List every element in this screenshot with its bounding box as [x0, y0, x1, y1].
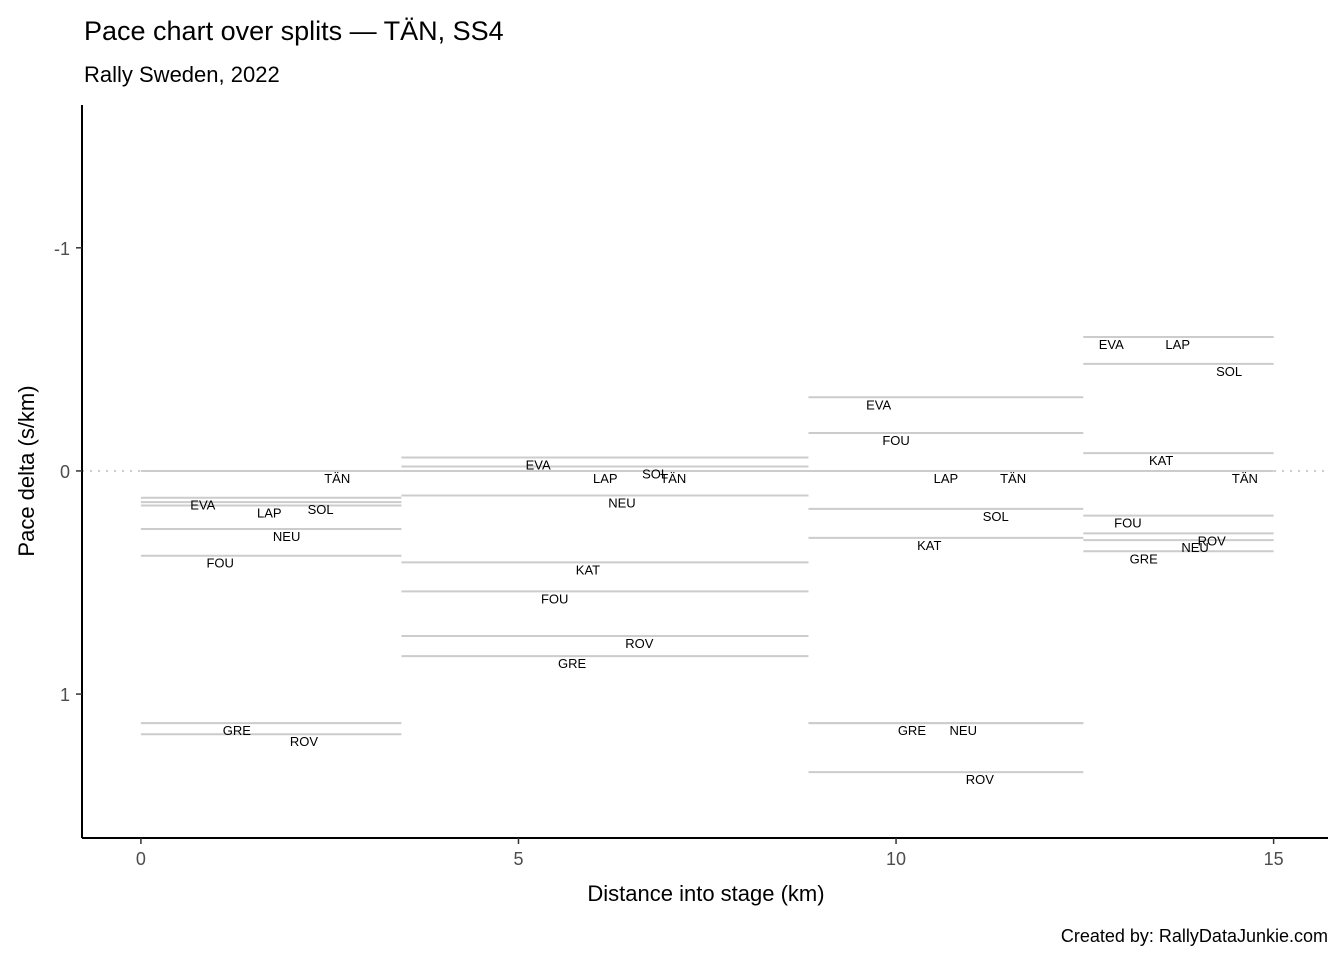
- caption: Created by: RallyDataJunkie.com: [1061, 926, 1328, 946]
- driver-label-eva: EVA: [866, 397, 891, 412]
- y-tick-label: -1: [54, 239, 70, 259]
- x-axis-label: Distance into stage (km): [587, 881, 824, 906]
- driver-label-gre: GRE: [898, 723, 927, 738]
- driver-label-neu: NEU: [608, 495, 635, 510]
- driver-label-sol: SOL: [1216, 364, 1242, 379]
- driver-label-sol: SOL: [308, 502, 334, 517]
- driver-label-rov: ROV: [290, 734, 319, 749]
- driver-label-rov: ROV: [966, 772, 995, 787]
- driver-label-tän: TÄN: [1232, 471, 1258, 486]
- y-axis-label: Pace delta (s/km): [14, 385, 39, 556]
- x-tick-label: 10: [886, 849, 906, 869]
- driver-label-lap: LAP: [593, 471, 618, 486]
- chart-title: Pace chart over splits — TÄN, SS4: [84, 16, 504, 46]
- driver-label-kat: KAT: [1149, 453, 1173, 468]
- driver-label-kat: KAT: [917, 538, 941, 553]
- driver-label-fou: FOU: [206, 556, 233, 571]
- y-tick-label: 1: [60, 685, 70, 705]
- driver-label-tän: TÄN: [660, 471, 686, 486]
- y-tick-label: 0: [60, 462, 70, 482]
- x-tick-label: 0: [136, 849, 146, 869]
- driver-label-sol: SOL: [642, 466, 668, 481]
- driver-label-eva: EVA: [1099, 337, 1124, 352]
- driver-label-rov: ROV: [625, 636, 654, 651]
- driver-label-gre: GRE: [558, 656, 587, 671]
- driver-label-fou: FOU: [1114, 516, 1141, 531]
- driver-label-rov: ROV: [1198, 533, 1227, 548]
- chart-subtitle: Rally Sweden, 2022: [84, 62, 280, 87]
- driver-label-tän: TÄN: [1000, 471, 1026, 486]
- driver-label-neu: NEU: [273, 529, 300, 544]
- x-tick-label: 15: [1264, 849, 1284, 869]
- driver-label-lap: LAP: [934, 471, 959, 486]
- driver-label-neu: NEU: [950, 723, 977, 738]
- driver-label-fou: FOU: [882, 433, 909, 448]
- driver-label-kat: KAT: [576, 562, 600, 577]
- driver-label-fou: FOU: [541, 591, 568, 606]
- driver-label-gre: GRE: [1130, 551, 1159, 566]
- driver-label-sol: SOL: [983, 509, 1009, 524]
- driver-label-lap: LAP: [257, 506, 282, 521]
- x-tick-label: 5: [513, 849, 523, 869]
- driver-label-gre: GRE: [223, 723, 252, 738]
- driver-label-lap: LAP: [1165, 337, 1190, 352]
- driver-label-tän: TÄN: [324, 471, 350, 486]
- driver-label-neu: NEU: [1181, 540, 1208, 555]
- driver-label-eva: EVA: [190, 498, 215, 513]
- driver-label-eva: EVA: [526, 458, 551, 473]
